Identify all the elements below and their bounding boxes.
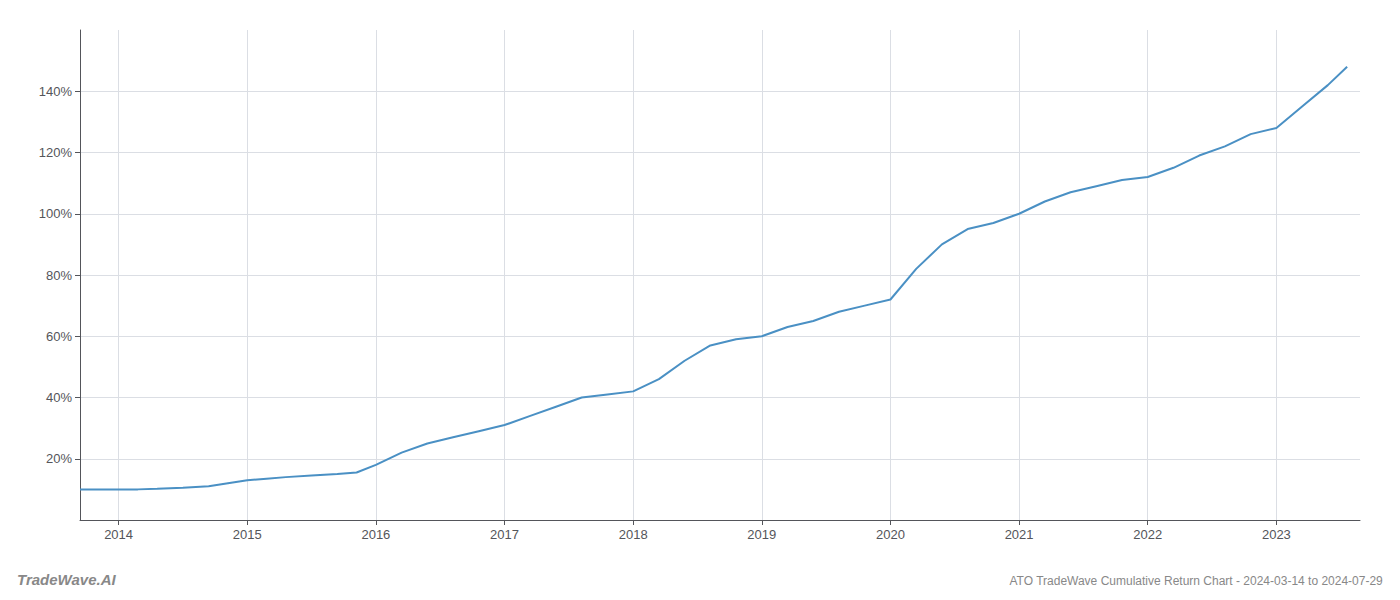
svg-text:2016: 2016 [361, 527, 390, 542]
svg-text:2023: 2023 [1262, 527, 1291, 542]
svg-text:2020: 2020 [876, 527, 905, 542]
svg-text:60%: 60% [46, 329, 72, 344]
svg-text:2014: 2014 [104, 527, 133, 542]
svg-text:120%: 120% [39, 145, 73, 160]
svg-text:40%: 40% [46, 390, 72, 405]
svg-text:2017: 2017 [490, 527, 519, 542]
svg-text:100%: 100% [39, 206, 73, 221]
svg-text:2015: 2015 [233, 527, 262, 542]
svg-text:2021: 2021 [1005, 527, 1034, 542]
svg-text:2019: 2019 [747, 527, 776, 542]
svg-text:20%: 20% [46, 451, 72, 466]
svg-text:TradeWave.AI: TradeWave.AI [17, 571, 116, 588]
svg-text:2018: 2018 [619, 527, 648, 542]
svg-text:2022: 2022 [1133, 527, 1162, 542]
svg-text:ATO TradeWave Cumulative Retur: ATO TradeWave Cumulative Return Chart - … [1009, 574, 1383, 588]
svg-text:140%: 140% [39, 84, 73, 99]
svg-text:80%: 80% [46, 268, 72, 283]
